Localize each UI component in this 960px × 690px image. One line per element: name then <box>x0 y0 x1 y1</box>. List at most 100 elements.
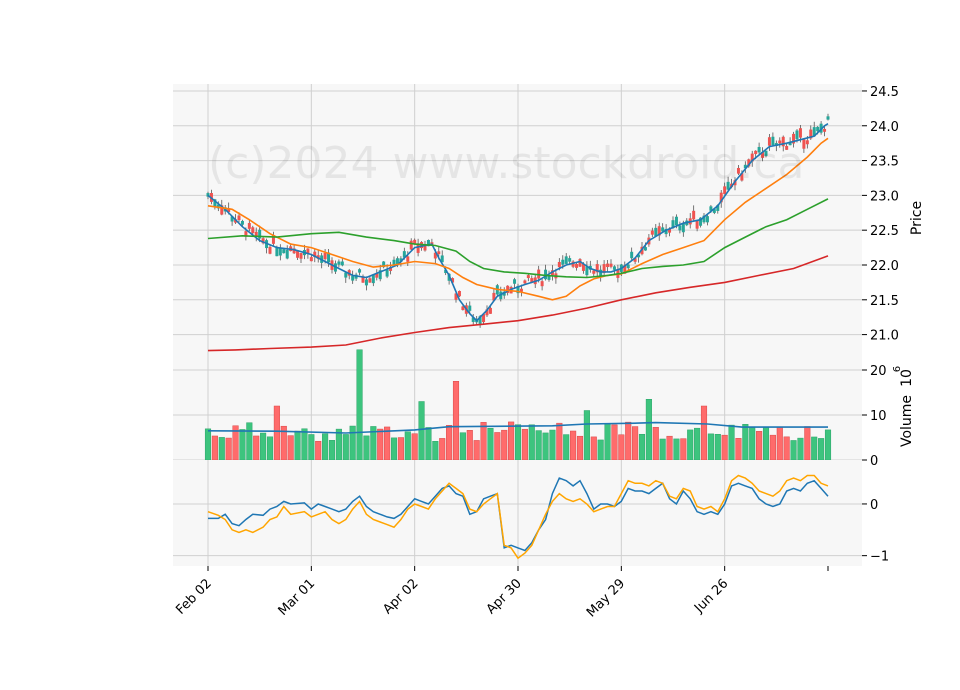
volume-bar <box>473 440 480 461</box>
volume-bar <box>556 422 563 461</box>
volume-axis-label: Volume <box>899 395 915 447</box>
volume-bar <box>349 425 356 461</box>
volume-panel: 0 10 20 <box>173 349 887 469</box>
candle <box>251 225 255 235</box>
moving-average-4 <box>207 255 829 352</box>
candle <box>705 214 709 226</box>
volume-bar <box>342 434 349 461</box>
candle <box>375 269 379 281</box>
volume-bar <box>315 440 322 461</box>
moving-average-3 <box>207 198 829 279</box>
volume-bar <box>273 405 280 461</box>
indicator-line-2 <box>207 474 829 560</box>
indicator-ytick-label: 0 <box>870 498 878 513</box>
volume-bar <box>294 430 301 461</box>
candle <box>378 264 382 282</box>
volume-bar <box>411 433 418 461</box>
volume-bar <box>446 425 453 461</box>
volume-bar <box>570 430 577 461</box>
candle <box>282 248 286 254</box>
volume-bar <box>439 438 446 461</box>
volume-bar <box>549 429 556 461</box>
volume-bar <box>804 426 811 461</box>
volume-bar <box>459 432 466 461</box>
candle <box>778 137 782 148</box>
x-tick-label: May 29 <box>584 576 628 620</box>
candle <box>540 278 544 291</box>
volume-bars <box>204 349 832 461</box>
volume-bar <box>266 436 274 461</box>
volume-bar <box>811 436 818 461</box>
volume-bar <box>377 428 384 461</box>
candle <box>564 253 568 265</box>
candle <box>743 161 747 173</box>
candle <box>254 227 258 242</box>
candle <box>792 131 796 148</box>
volume-bar <box>260 432 267 461</box>
volume-bar <box>680 438 687 461</box>
candle <box>726 176 730 192</box>
volume-bar <box>328 440 336 461</box>
candle <box>471 313 475 325</box>
volume-bar <box>694 427 701 461</box>
volume-bar <box>735 438 742 461</box>
volume-bar <box>728 424 735 461</box>
candle <box>371 274 375 287</box>
volume-axis-unit: 10 <box>899 369 915 387</box>
price-ytick-label: 21.0 <box>870 329 899 344</box>
candle <box>826 113 830 121</box>
candle <box>575 262 579 271</box>
candle <box>606 260 610 273</box>
candle <box>650 227 654 237</box>
candle <box>364 276 368 291</box>
volume-bar <box>700 405 708 461</box>
candle <box>316 250 320 263</box>
candle <box>609 259 613 269</box>
candle <box>692 205 696 221</box>
volume-bar <box>769 434 776 461</box>
candle <box>261 236 265 245</box>
candle <box>630 247 634 261</box>
x-tick-label: Feb 02 <box>173 576 215 618</box>
candle <box>382 261 386 269</box>
price-ytick-label: 22.5 <box>870 224 899 239</box>
candle <box>571 260 575 269</box>
volume-bar <box>535 430 542 461</box>
price-ytick-label: 22.0 <box>870 259 899 274</box>
volume-bar <box>239 429 246 461</box>
volume-bar <box>363 435 370 461</box>
volume-ytick-label: 10 <box>870 409 887 424</box>
volume-bar <box>356 349 363 461</box>
candle <box>526 273 530 282</box>
volume-bar <box>797 437 804 461</box>
volume-bar <box>604 423 611 461</box>
volume-bar <box>211 435 218 461</box>
x-tick-label: Jun 26 <box>691 576 731 616</box>
volume-bar <box>632 426 639 461</box>
candle <box>695 220 699 232</box>
volume-bar <box>563 434 570 461</box>
candle <box>788 137 792 146</box>
candle <box>595 260 599 278</box>
volume-bar <box>783 436 790 461</box>
price-ytick-label: 24.5 <box>870 85 899 100</box>
indicator-line-1 <box>208 477 829 552</box>
candle <box>785 143 789 150</box>
candle <box>761 147 765 162</box>
candle <box>654 224 658 237</box>
volume-bar <box>508 421 515 461</box>
candle <box>802 138 806 153</box>
price-ytick-label: 21.5 <box>870 294 899 309</box>
volume-bar <box>480 422 487 461</box>
candle <box>757 142 761 155</box>
candle <box>385 264 389 279</box>
volume-bar <box>790 440 797 461</box>
volume-bar <box>204 428 212 461</box>
volume-bar <box>618 434 625 461</box>
volume-bar <box>335 428 342 461</box>
x-tick-label: Apr 30 <box>484 576 525 617</box>
volume-bar <box>749 427 756 461</box>
volume-bar <box>687 429 694 461</box>
volume-bar <box>714 433 721 461</box>
volume-bar <box>322 433 329 461</box>
